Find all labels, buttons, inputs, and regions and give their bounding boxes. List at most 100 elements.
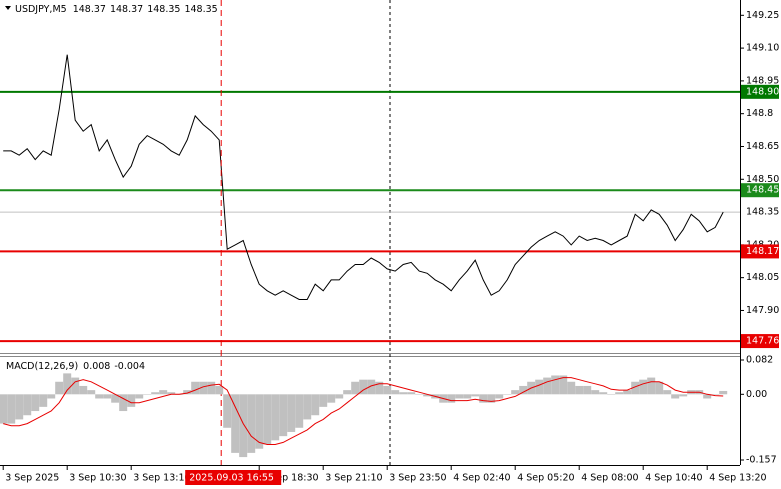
macd-bar <box>567 381 576 395</box>
macd-bar <box>599 392 608 395</box>
macd-bar <box>583 385 592 395</box>
x-tick-label: 3 Sep 2025 <box>5 473 59 484</box>
macd-bar <box>143 394 152 395</box>
macd-bar <box>135 394 144 399</box>
macd-bar <box>535 379 544 395</box>
macd-bar <box>103 394 112 399</box>
macd-bar <box>207 381 216 395</box>
macd-bar <box>471 394 480 397</box>
macd-bar <box>255 394 264 449</box>
macd-bar <box>607 394 616 395</box>
macd-bar <box>223 394 232 428</box>
macd-bar <box>495 394 504 399</box>
signal-value: -0.004 <box>114 361 145 372</box>
macd-bar <box>7 394 16 424</box>
macd-bar <box>199 381 208 395</box>
price-line <box>3 54 724 300</box>
macd-bar <box>295 394 304 428</box>
y-tick-label: 0.082 <box>746 355 773 366</box>
y-tick-label: 148.50 <box>746 174 779 185</box>
macd-bar <box>415 394 424 395</box>
y-tick-label: -0.157 <box>746 455 777 466</box>
macd-bar <box>407 392 416 395</box>
macd-bar <box>463 394 472 399</box>
macd-bar <box>487 394 496 403</box>
macd-bar <box>423 394 432 397</box>
macd-bar <box>95 394 104 399</box>
y-tick-label: 149.10 <box>746 43 779 54</box>
macd-header: MACD(12,26,9) 0.008 -0.004 <box>6 361 145 372</box>
x-tick-label: 4 Sep 08:00 <box>581 473 638 484</box>
y-tick-label: 149.25 <box>746 10 779 21</box>
level-label: 148.90 <box>746 86 779 97</box>
y-tick-label: 147.90 <box>746 305 779 316</box>
macd-bar <box>511 390 520 395</box>
macd-value: 0.008 <box>83 361 110 372</box>
macd-bar <box>615 392 624 395</box>
macd-bar <box>119 394 128 412</box>
chart-header: USDJPY,M5 148.37 148.37 148.35 148.35 <box>15 4 218 15</box>
macd-bar <box>127 394 136 407</box>
macd-bar <box>335 394 344 399</box>
level-label: 148.45 <box>746 185 779 196</box>
macd-bar <box>231 394 240 453</box>
macd-bar <box>39 394 48 407</box>
macd-bar <box>639 379 648 395</box>
y-tick-label: 148.65 <box>746 141 779 152</box>
x-tick-label: 3 Sep 18:30 <box>261 473 318 484</box>
macd-bar <box>655 381 664 395</box>
macd-bar <box>503 394 512 395</box>
macd-bar <box>191 381 200 395</box>
cursor-label: 2025.09.03 16:55 <box>189 473 274 484</box>
macd-bar <box>239 394 248 458</box>
symbol-title: USDJPY,M5 <box>15 4 67 15</box>
macd-bar <box>343 390 352 395</box>
x-tick-label: 4 Sep 10:40 <box>645 473 702 484</box>
macd-bar <box>351 381 360 395</box>
y-tick-label: 148.05 <box>746 272 779 283</box>
level-label-box <box>741 334 779 349</box>
macd-bar <box>111 394 120 403</box>
ohlc: 148.37 <box>110 4 143 15</box>
macd-bar <box>367 379 376 395</box>
macd-bar <box>359 379 368 395</box>
signal-line <box>3 377 724 445</box>
ohlc: 148.35 <box>147 4 180 15</box>
macd-bar <box>15 394 24 420</box>
macd-bar <box>591 390 600 395</box>
x-tick-label: 4 Sep 05:20 <box>517 473 574 484</box>
macd-bar <box>47 394 56 399</box>
macd-bar <box>23 394 32 416</box>
last-price-box <box>741 205 779 220</box>
y-tick-label: 148.8 <box>746 108 773 119</box>
macd-bar <box>311 394 320 416</box>
level-label-box <box>741 183 779 198</box>
level-label-box <box>741 244 779 259</box>
x-tick-label: 3 Sep 10:30 <box>69 473 126 484</box>
macd-bar <box>575 385 584 395</box>
macd-bar <box>247 394 256 453</box>
ohlc: 148.37 <box>73 4 106 15</box>
macd-bar <box>375 381 384 395</box>
x-tick-label: 4 Sep 02:40 <box>453 473 510 484</box>
macd-bar <box>543 377 552 395</box>
macd-bar <box>623 390 632 395</box>
macd-bar <box>391 390 400 395</box>
x-tick-label: 3 Sep 13:10 <box>133 473 190 484</box>
macd-bar <box>279 394 288 437</box>
macd-bar <box>711 394 720 395</box>
macd-bar <box>663 390 672 395</box>
macd-bar <box>215 385 224 395</box>
macd-bar <box>703 394 712 399</box>
level-label: 147.76 <box>746 336 779 347</box>
level-label: 148.17 <box>746 246 779 257</box>
macd-bar <box>519 385 528 395</box>
y-tick-label: 0.00 <box>746 389 767 400</box>
macd-bar <box>263 394 272 445</box>
macd-bar <box>383 385 392 395</box>
macd-bar <box>327 394 336 403</box>
macd-bar <box>303 394 312 420</box>
last-price-label: 148.35 <box>746 207 779 218</box>
